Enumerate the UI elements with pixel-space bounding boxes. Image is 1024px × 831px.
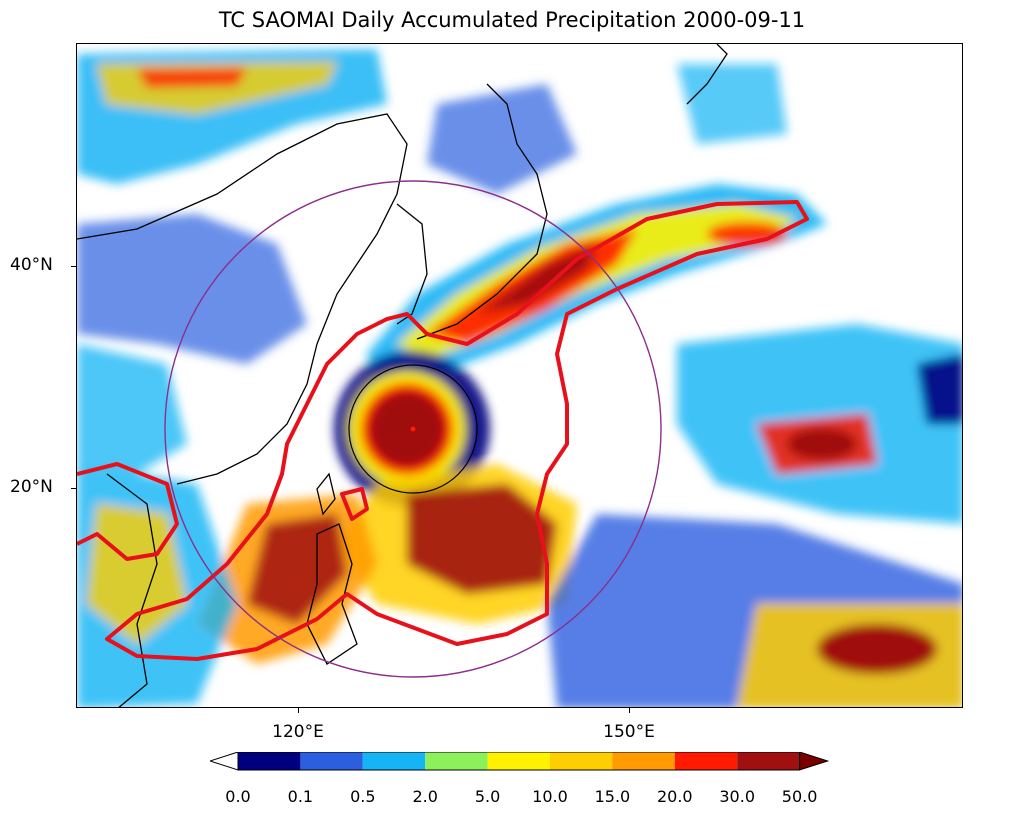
lon-label-120e: 120°E: [272, 722, 324, 742]
lon-label-150e: 150°E: [603, 722, 655, 742]
colorbar-over-arrow: [799, 752, 830, 771]
colorbar-segment: [425, 752, 488, 770]
lat-tick-20n: [71, 488, 76, 489]
coastline-kamchatka: [686, 44, 728, 105]
rain-area-south-core: [407, 484, 557, 594]
colorbar-tick-label: 0.5: [350, 787, 376, 806]
colorbar-tick-label: 15.0: [594, 787, 631, 806]
coastline-japan: [416, 83, 548, 340]
rain-area-far-east: [917, 354, 962, 424]
rain-contour-small: [340, 487, 369, 521]
map-title: TC SAOMAI Daily Accumulated Precipitatio…: [218, 8, 806, 32]
rain-contour-west: [77, 462, 179, 561]
colorbar-segment: [550, 752, 613, 770]
colorbar-under-arrow: [210, 752, 239, 771]
lon-tick-120e: [298, 708, 299, 713]
colorbar-segment: [612, 752, 675, 770]
rain-area-east-max: [787, 428, 857, 460]
lon-tick-150e: [629, 708, 630, 713]
typhoon-rain-core: [369, 391, 445, 467]
colorbar-tick-label: 30.0: [719, 787, 755, 806]
rain-area-west-2: [77, 344, 187, 474]
rain-area-southeast-max: [817, 624, 937, 674]
colorbar-segment: [737, 752, 800, 770]
typhoon-center-marker: [410, 426, 416, 432]
colorbar-tick-label: 0.1: [287, 787, 314, 806]
colorbar: [210, 752, 830, 771]
coastline-taiwan: [316, 472, 336, 516]
colorbar-tick-label: 50.0: [781, 787, 818, 806]
coastlines: [77, 44, 728, 707]
coastline-philippines: [306, 523, 358, 665]
colorbar-tick-label: 10.0: [532, 787, 568, 806]
precipitation-map: [76, 43, 963, 708]
lat-tick-40n: [71, 266, 76, 267]
rain-contour-main: [105, 200, 809, 661]
outer-radius-circle: [164, 180, 662, 678]
colorbar-tick-label: 5.0: [474, 787, 501, 806]
colorbar-segment: [362, 752, 426, 770]
rain-area-southwest-core: [87, 504, 187, 644]
coastline-korea: [396, 203, 428, 325]
rain-area-north: [427, 84, 577, 194]
heavy-rain-contour: [77, 200, 809, 661]
rain-area-philippines-core: [247, 514, 347, 624]
frontal-band-core: [477, 244, 597, 314]
colorbar-tick-label: 2.0: [412, 787, 438, 806]
coastline-indochina: [106, 473, 158, 707]
colorbar-segment: [238, 752, 301, 770]
colorbar-frame: [237, 752, 801, 771]
rain-area-northwest-max: [137, 68, 247, 88]
rain-area-west: [77, 214, 307, 364]
inner-radius-circle: [348, 364, 478, 494]
colorbar-segment: [674, 752, 738, 770]
colorbar-segment: [487, 752, 550, 770]
lat-label-20n: 20°N: [10, 477, 53, 497]
colorbar-tick-label: 20.0: [656, 787, 693, 806]
rain-area-north-2: [677, 64, 787, 144]
lat-label-40n: 40°N: [10, 255, 53, 275]
colorbar-tick-label: 0.0: [225, 787, 251, 806]
colorbar-segment: [300, 752, 363, 770]
coastline-asia: [77, 113, 408, 485]
